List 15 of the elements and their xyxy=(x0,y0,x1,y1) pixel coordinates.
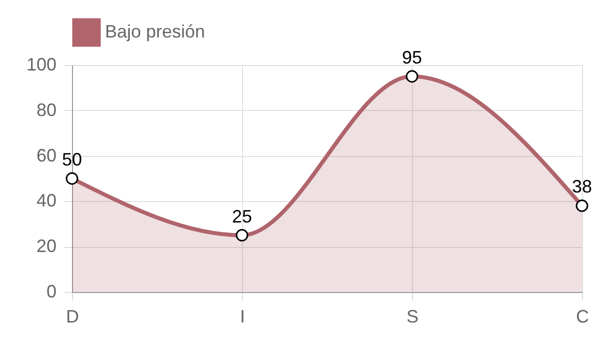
x-tick-label: C xyxy=(576,306,589,326)
x-tick-label: D xyxy=(66,306,79,326)
y-tick-label: 100 xyxy=(26,54,56,74)
y-tick-label: 20 xyxy=(36,236,56,256)
data-label: 95 xyxy=(402,47,422,68)
data-label: 25 xyxy=(232,206,252,226)
legend-label: Bajo presión xyxy=(105,22,206,42)
y-tick-label: 60 xyxy=(36,145,56,166)
data-label: 38 xyxy=(572,176,592,197)
data-label: 50 xyxy=(62,150,82,170)
y-tick-label: 40 xyxy=(36,190,56,211)
x-tick-label: I xyxy=(240,306,246,326)
x-tick-label: S xyxy=(406,306,419,326)
y-tick-label: 80 xyxy=(36,100,56,120)
y-tick-label: 0 xyxy=(46,282,56,302)
